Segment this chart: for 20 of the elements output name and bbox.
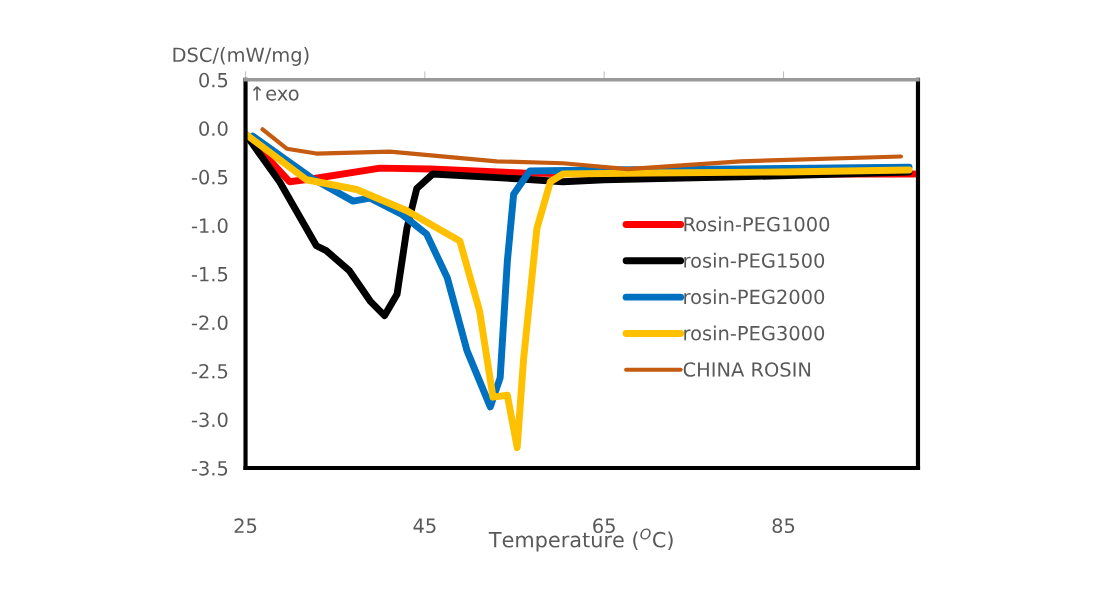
annotation: ↑exo xyxy=(252,86,299,101)
y-tick-label: -3.5 xyxy=(191,460,228,476)
y-tick-label: 0.0 xyxy=(199,121,228,136)
y-tick-label: -1.0 xyxy=(191,218,228,234)
y-tick-label: 0.5 xyxy=(199,72,228,88)
legend-label: rosin-PEG1500 xyxy=(684,252,825,268)
legend-label: CHINA ROSIN xyxy=(683,362,811,377)
legend-label: rosin-PEG3000 xyxy=(684,325,825,341)
legend-label: rosin-PEG2000 xyxy=(684,289,825,305)
y-tick-label: -2.0 xyxy=(191,315,228,331)
y-axis-title: DSC/(mW/mg) xyxy=(173,47,309,66)
legend-label: Rosin-PEG1000 xyxy=(684,216,830,232)
x-tick-label: 25 xyxy=(234,518,257,534)
x-tick-label: 45 xyxy=(413,518,436,534)
line-series xyxy=(260,127,904,172)
y-tick-label: -2.5 xyxy=(191,363,228,379)
y-tick-label: -0.5 xyxy=(191,169,228,185)
y-tick-label: -3.0 xyxy=(191,412,228,428)
y-tick-label: -1.5 xyxy=(191,267,228,282)
x-tick-label: 85 xyxy=(772,518,795,534)
